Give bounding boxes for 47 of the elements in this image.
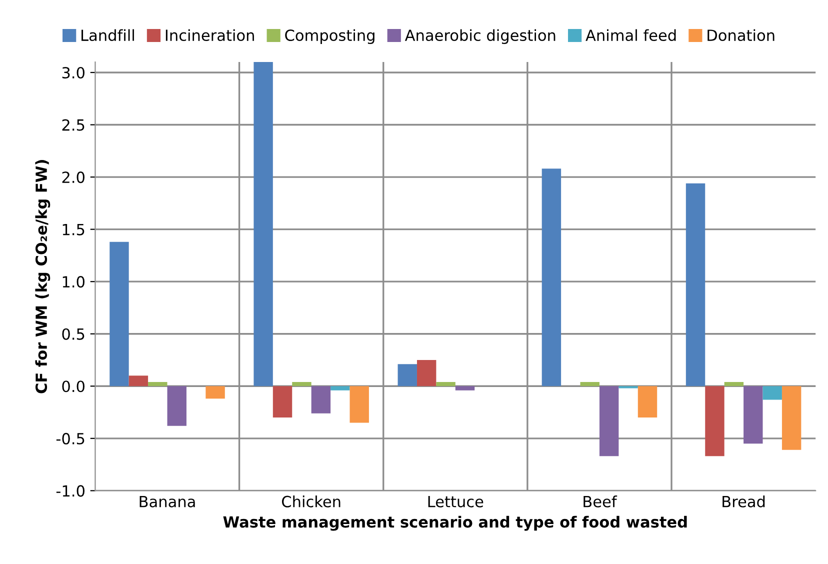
bar: [599, 386, 619, 456]
x-tick-label: Beef: [584, 496, 618, 508]
bar: [206, 386, 225, 399]
x-tick-label: Bread: [722, 496, 765, 508]
bar: [167, 386, 186, 426]
bar: [311, 386, 331, 414]
x-tick-label: Lettuce: [428, 496, 484, 508]
y-tick-label: 1.5: [62, 224, 84, 236]
bar: [436, 382, 456, 386]
y-tick-label: -0.5: [56, 432, 84, 444]
bar: [686, 183, 706, 386]
bar: [350, 386, 369, 423]
bar: [330, 386, 350, 390]
bar: [580, 382, 600, 386]
y-tick-label: 0.0: [62, 380, 84, 392]
y-tick-label: 2.5: [62, 119, 84, 131]
bar: [744, 386, 763, 444]
y-tick-label: 0.5: [62, 328, 84, 340]
y-tick-label: 3.0: [62, 66, 84, 79]
bar: [724, 382, 744, 386]
x-tick-label: Chicken: [282, 496, 340, 508]
x-tick-label: Banana: [140, 496, 195, 508]
bar: [292, 382, 312, 386]
bar: [762, 386, 782, 400]
legend-label: Donation: [708, 29, 774, 42]
y-tick-label: 1.0: [62, 276, 84, 288]
bar: [128, 376, 148, 386]
bar: [638, 386, 658, 418]
bar: [705, 386, 724, 456]
bar: [455, 386, 475, 390]
legend-label: Composting: [285, 29, 374, 44]
bar: [110, 242, 129, 386]
y-tick-label: -1.0: [56, 485, 84, 497]
bar: [254, 62, 273, 386]
legend-label: Anaerobic digestion: [404, 29, 556, 44]
bar: [398, 364, 417, 386]
bar: [272, 386, 292, 418]
legend-label: Animal feed: [586, 29, 676, 42]
legend-label: Incineration: [166, 29, 254, 42]
y-tick-label: 2.0: [62, 172, 84, 184]
x-axis-title: Waste management scenario and type of food wasted: [223, 516, 687, 531]
bar: [782, 386, 802, 450]
legend-label: Landfill: [82, 29, 134, 42]
bar: [148, 382, 168, 386]
bar: [416, 360, 436, 386]
y-axis-title: CF for WM (kg CO₂e/kg FW): [35, 160, 50, 394]
bar: [542, 168, 562, 386]
